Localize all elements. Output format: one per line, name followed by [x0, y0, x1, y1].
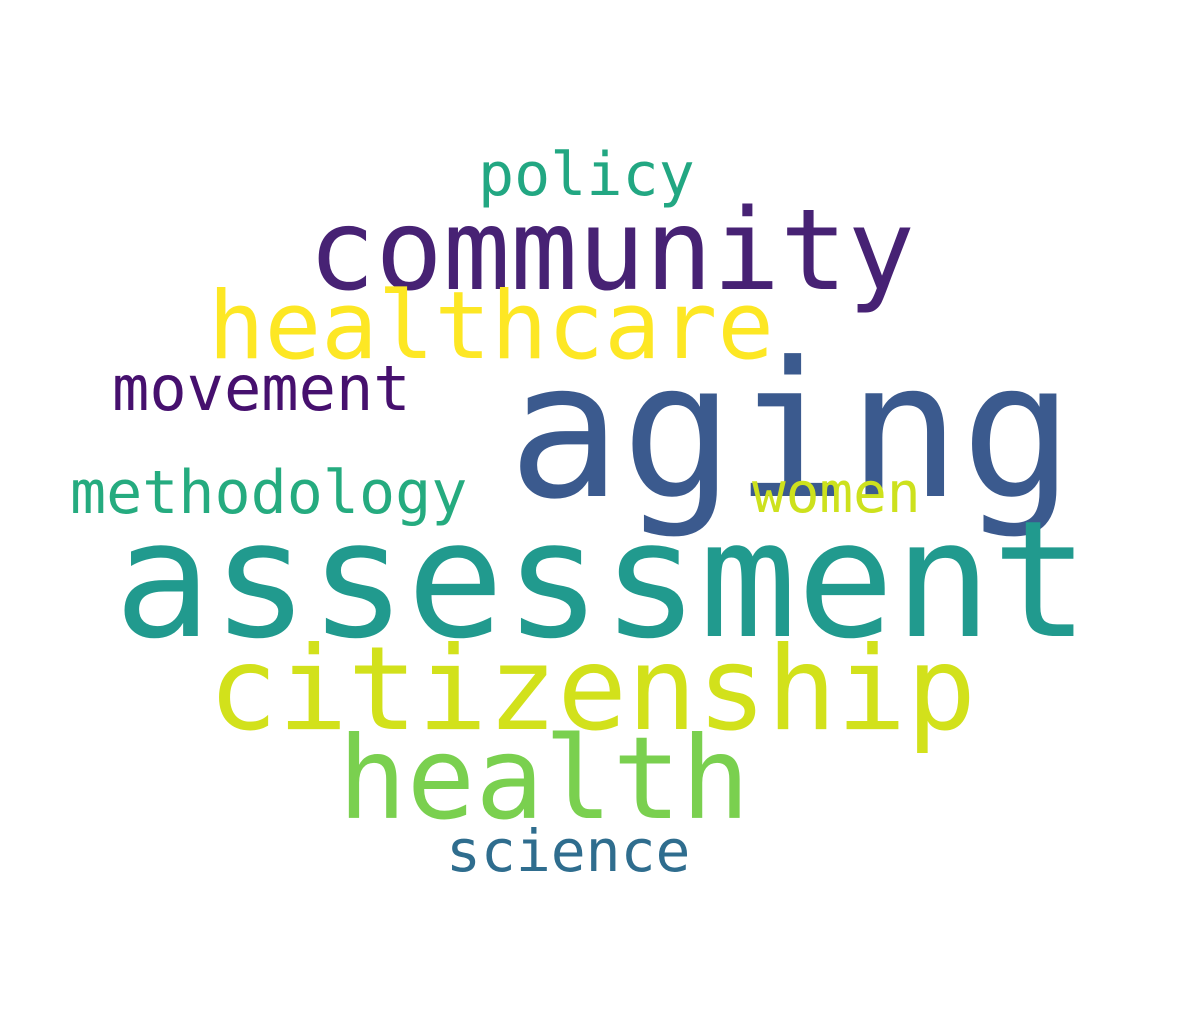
word-methodology: methodology: [70, 458, 468, 528]
word-policy: policy: [478, 140, 695, 210]
word-women: women: [752, 461, 921, 526]
word-movement: movement: [112, 352, 411, 425]
word-assessment: assessment: [114, 487, 1090, 675]
word-healthcare: healthcare: [208, 272, 774, 381]
word-citizenship: citizenship: [208, 622, 977, 757]
word-health: health: [338, 712, 750, 845]
word-aging: aging: [508, 322, 1074, 541]
word-science: science: [446, 817, 691, 885]
word-community: community: [308, 186, 915, 316]
